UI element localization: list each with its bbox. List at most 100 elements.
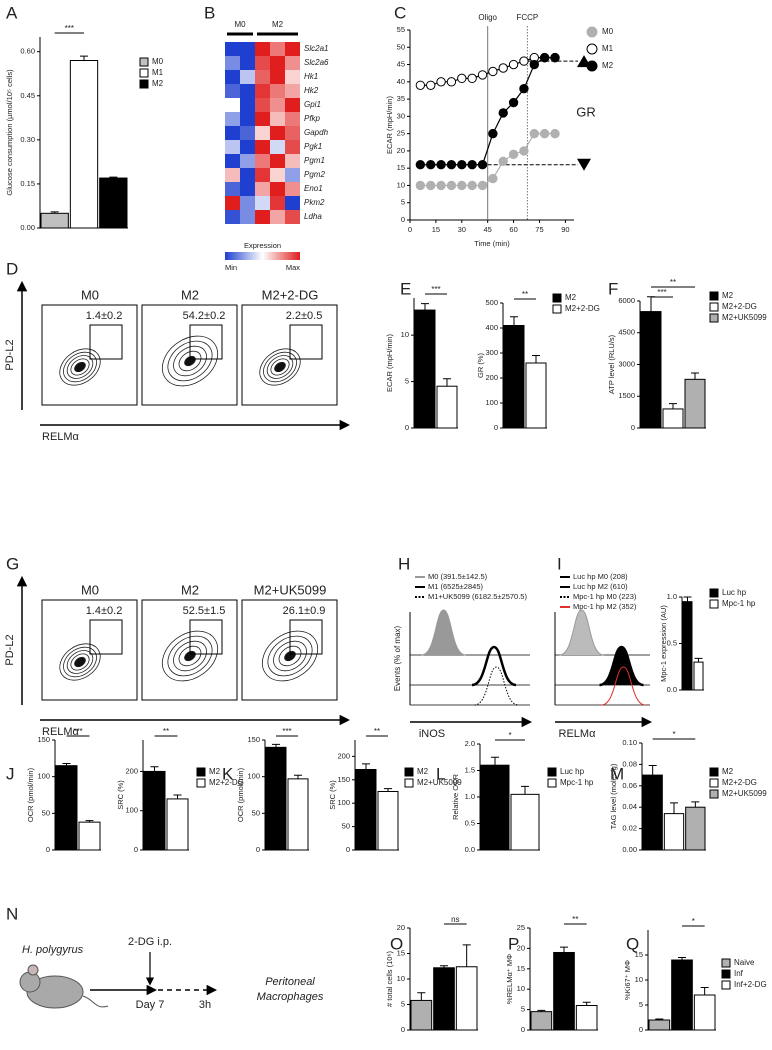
panel-letter: M bbox=[610, 764, 624, 783]
y-tick-label: 15 bbox=[397, 163, 405, 172]
contour bbox=[178, 350, 202, 372]
y-tick-label: 0.08 bbox=[622, 759, 637, 768]
heatmap-cell bbox=[270, 42, 285, 56]
y-tick-label: 200 bbox=[485, 373, 498, 382]
x-tick-label: 0 bbox=[408, 225, 412, 234]
y-tick-label: 20 bbox=[397, 923, 405, 932]
y-tick-label: 50 bbox=[42, 808, 50, 817]
legend-label: Inf bbox=[734, 969, 744, 978]
legend-swatch bbox=[547, 778, 557, 788]
heatmap-cell bbox=[240, 182, 255, 196]
heatmap-cell bbox=[270, 196, 285, 210]
heatmap-cell bbox=[285, 196, 300, 210]
point bbox=[446, 77, 457, 87]
bar bbox=[377, 790, 399, 851]
point bbox=[457, 180, 467, 191]
contour bbox=[63, 646, 97, 678]
y-tick-label: 5 bbox=[401, 999, 405, 1008]
y-tick-label: 0 bbox=[639, 1025, 643, 1034]
legend-label: M2+2-DG bbox=[565, 304, 600, 313]
legend-swatch bbox=[709, 767, 719, 777]
significance-label: ** bbox=[572, 915, 578, 924]
y-tick-label: 3000 bbox=[618, 359, 635, 368]
bar bbox=[78, 821, 101, 851]
y-tick-label: 0.00 bbox=[622, 845, 637, 854]
y-tick-label: 10 bbox=[397, 180, 405, 189]
panel-letter: I bbox=[557, 554, 562, 573]
y-tick-label: 0 bbox=[46, 845, 50, 854]
contour bbox=[167, 340, 213, 382]
histogram-curve bbox=[474, 666, 519, 706]
arrow-up bbox=[577, 55, 591, 68]
y-axis-label: ECAR (mpH/min) bbox=[385, 96, 394, 154]
row-label: Hk1 bbox=[304, 72, 318, 81]
histogram-curve bbox=[559, 609, 604, 656]
y-axis-label: SRC (%) bbox=[328, 780, 337, 810]
bar bbox=[455, 966, 478, 1031]
y-tick-label: 2.0 bbox=[465, 739, 475, 748]
plot-title: M2 bbox=[181, 582, 199, 597]
contour bbox=[178, 645, 202, 667]
y-tick-label: 100 bbox=[125, 806, 138, 815]
bar bbox=[355, 768, 377, 851]
y-tick-label: 400 bbox=[485, 323, 498, 332]
row-label: Gapdh bbox=[304, 128, 329, 137]
heatmap-cell bbox=[285, 70, 300, 84]
y-tick-label: 20 bbox=[517, 943, 525, 952]
y-tick-label: 15 bbox=[517, 964, 525, 973]
axis-label: PD-L2 bbox=[4, 339, 16, 370]
y-tick-label: 100 bbox=[37, 772, 50, 781]
y-tick-label: 0 bbox=[256, 845, 260, 854]
heatmap-cell bbox=[240, 56, 255, 70]
heatmap-cell bbox=[225, 112, 240, 126]
heatmap-cell bbox=[240, 154, 255, 168]
point bbox=[436, 180, 446, 191]
legend-swatch bbox=[139, 57, 149, 67]
heatmap-cell bbox=[225, 196, 240, 210]
row-label: Hk2 bbox=[304, 86, 319, 95]
gate bbox=[289, 324, 323, 360]
bar bbox=[525, 362, 547, 429]
contour bbox=[270, 358, 290, 376]
heatmap-cell bbox=[255, 196, 270, 210]
axis-label: RELMα bbox=[559, 728, 597, 740]
gate bbox=[289, 619, 323, 655]
colorbar-label: Expression bbox=[244, 241, 281, 250]
reference-label: Oligo bbox=[478, 13, 497, 22]
panel-letter: D bbox=[6, 259, 18, 278]
y-tick-label: 1500 bbox=[618, 391, 635, 400]
y-tick-label: 50 bbox=[252, 808, 260, 817]
y-tick-label: 0 bbox=[401, 215, 405, 224]
point bbox=[550, 52, 560, 63]
legend-swatch bbox=[709, 778, 719, 788]
y-tick-label: 500 bbox=[485, 298, 498, 307]
heatmap-cell bbox=[255, 98, 270, 112]
heatmap-cell bbox=[285, 154, 300, 168]
x-tick-label: 90 bbox=[561, 225, 569, 234]
y-tick-label: 35 bbox=[397, 94, 405, 103]
mouse-tail bbox=[82, 995, 109, 1008]
heatmap-cell bbox=[270, 210, 285, 224]
row-label: Ldha bbox=[304, 212, 322, 221]
point bbox=[457, 160, 467, 170]
x-tick-label: 15 bbox=[432, 225, 440, 234]
colorbar-min: Min bbox=[225, 263, 237, 272]
point bbox=[529, 128, 539, 139]
error-bar bbox=[294, 774, 302, 779]
row-label: Gpi1 bbox=[304, 100, 321, 109]
point bbox=[550, 128, 560, 139]
y-tick-label: 25 bbox=[517, 923, 525, 932]
significance-label: *** bbox=[431, 285, 440, 294]
panel-letter: J bbox=[6, 764, 15, 783]
error-bar bbox=[150, 766, 159, 772]
y-tick-label: 0.15 bbox=[20, 179, 35, 188]
heatmap-cell bbox=[270, 56, 285, 70]
y-tick-label: 5 bbox=[401, 198, 405, 207]
reference-label: FCCP bbox=[516, 13, 538, 22]
x-tick-label: 60 bbox=[509, 225, 517, 234]
contour bbox=[259, 348, 301, 386]
legend-label: Inf+2-DG bbox=[734, 980, 767, 989]
duration-label: 3h bbox=[199, 999, 211, 1011]
heatmap-cell bbox=[255, 154, 270, 168]
